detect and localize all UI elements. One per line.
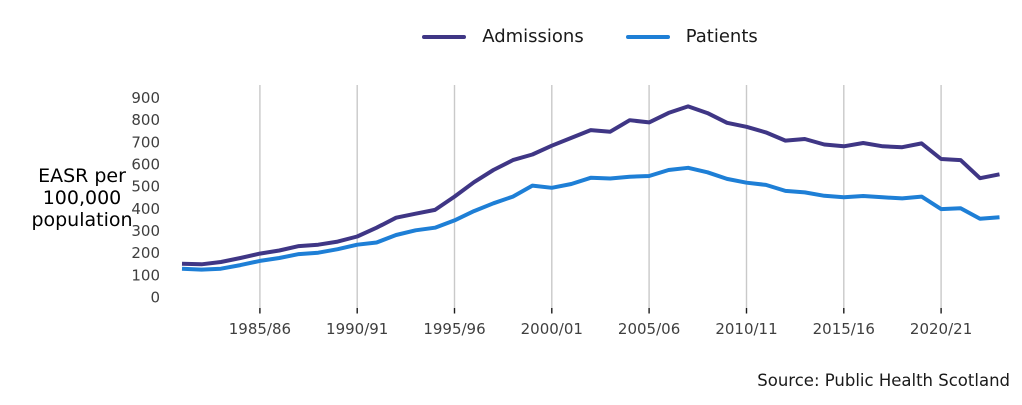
- source-note: Source: Public Health Scotland: [757, 371, 1010, 390]
- legend-label-patients: Patients: [685, 26, 758, 47]
- legend: Admissions Patients: [170, 26, 1010, 47]
- legend-item-patients: Patients: [625, 26, 758, 47]
- admissions-line-swatch: [422, 34, 467, 39]
- y-axis-title-line-1: EASR per: [38, 165, 126, 187]
- patients-line-swatch: [625, 34, 670, 39]
- x-tick-label-2010-11: 2010/11: [715, 320, 777, 338]
- legend-item-admissions: Admissions: [422, 26, 584, 47]
- y-tick-label-900: 900: [131, 89, 160, 107]
- x-tick-label-2015-16: 2015/16: [813, 320, 875, 338]
- x-tick-label-2005-06: 2005/06: [618, 320, 680, 338]
- y-tick-label-600: 600: [131, 156, 160, 174]
- y-axis-title: EASR per 100,000 population: [8, 165, 156, 231]
- y-tick-label-300: 300: [131, 222, 160, 240]
- x-tick-label-1990-91: 1990/91: [326, 320, 388, 338]
- y-tick-label-800: 800: [131, 111, 160, 129]
- x-tick-label-1985-86: 1985/86: [229, 320, 291, 338]
- patients-line: [181, 165, 1000, 272]
- legend-label-admissions: Admissions: [482, 26, 584, 47]
- y-tick-label-700: 700: [131, 133, 160, 151]
- y-tick-label-200: 200: [131, 244, 160, 262]
- y-tick-label-400: 400: [131, 200, 160, 218]
- y-tick-label-0: 0: [150, 289, 160, 307]
- y-axis-title-line-2: 100,000: [42, 187, 122, 209]
- admissions-line: [181, 104, 1000, 267]
- y-tick-label-100: 100: [131, 266, 160, 284]
- x-tick-label-1995-96: 1995/96: [423, 320, 485, 338]
- x-tick-label-2000-01: 2000/01: [521, 320, 583, 338]
- y-axis-title-line-3: population: [31, 209, 133, 231]
- y-tick-label-500: 500: [131, 178, 160, 196]
- x-tick-label-2020-21: 2020/21: [910, 320, 972, 338]
